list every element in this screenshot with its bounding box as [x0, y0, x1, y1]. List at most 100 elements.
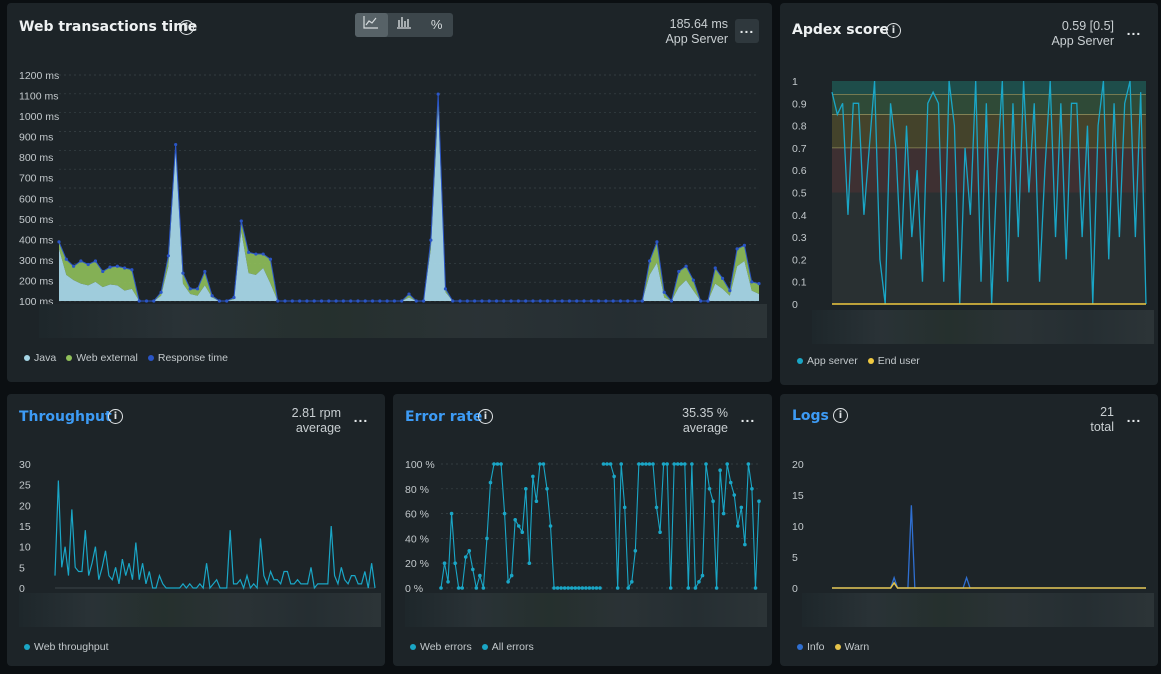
error-point [485, 536, 489, 541]
response-time-point [502, 299, 506, 303]
response-time-point [246, 250, 251, 254]
legend-info[interactable]: Info [797, 641, 825, 653]
time-range-strip[interactable] [39, 304, 767, 338]
percent-icon[interactable]: % [430, 17, 443, 32]
response-time-point [181, 271, 185, 275]
response-time-point [735, 247, 739, 251]
response-time-point [123, 266, 127, 270]
apdex-title[interactable]: Apdex score [792, 22, 889, 38]
legend-all-errors[interactable]: All errors [481, 641, 534, 653]
info-icon[interactable]: i [478, 409, 493, 424]
y-tick-label: 0.2 [792, 254, 807, 266]
java-area [59, 108, 759, 302]
response-time-point [210, 294, 214, 298]
error-point [630, 580, 634, 584]
time-range-strip[interactable] [802, 593, 1154, 627]
error-point [488, 480, 493, 485]
legend-web-external[interactable]: Web external [66, 352, 138, 364]
error-point [633, 549, 638, 553]
legend-end-user[interactable]: End user [867, 355, 920, 367]
response-time-point [516, 299, 520, 303]
error-point [675, 462, 680, 466]
legend-web-errors[interactable]: Web errors [410, 641, 472, 653]
y-tick-label: 0 [792, 299, 798, 311]
y-tick-label: 800 ms [19, 152, 53, 164]
response-time-point [174, 142, 178, 147]
info-icon[interactable]: i [108, 409, 123, 424]
response-time-point [618, 299, 623, 303]
error-point [502, 511, 507, 516]
response-time-point [691, 278, 695, 282]
y-tick-label: 0 % [405, 583, 423, 594]
y-tick-label: 20 % [405, 558, 429, 570]
logs-title[interactable]: Logs [792, 408, 829, 424]
response-time-point [473, 299, 477, 303]
y-tick-label: 400 ms [19, 234, 53, 246]
legend-app-server[interactable]: App server [797, 355, 858, 367]
response-time-point [458, 299, 462, 303]
y-tick-label: 300 ms [19, 255, 53, 267]
error-point [580, 586, 585, 590]
response-time-point [71, 264, 76, 268]
response-time-point [443, 287, 448, 291]
error-point [509, 573, 514, 578]
error-rate-title[interactable]: Error rate [405, 409, 483, 425]
info-icon[interactable]: i [179, 20, 194, 35]
throughput-panel: Throughput i 2.81 rpm average ... 30 25 20… [7, 394, 385, 666]
response-time-point [421, 299, 426, 303]
apdex-band [832, 114, 1146, 148]
response-time-point [79, 259, 83, 263]
summary-subtitle: average [295, 421, 341, 435]
error-point [513, 518, 517, 522]
y-tick-label: 100 % [405, 459, 435, 471]
response-time-point [392, 299, 397, 303]
error-point [439, 586, 443, 590]
error-point [562, 586, 567, 590]
y-tick-label: 0.4 [792, 210, 807, 222]
area-chart-icon[interactable] [355, 13, 388, 37]
legend-java[interactable]: Java [24, 352, 56, 364]
legend-response-time[interactable]: Response time [147, 352, 228, 364]
info-line [832, 505, 1146, 589]
legend-label: Web throughput [34, 641, 109, 653]
response-time-point [290, 299, 294, 303]
y-tick-label: 25 [19, 480, 31, 492]
more-options-button[interactable]: ... [735, 19, 759, 43]
bar-chart-icon[interactable] [388, 13, 421, 37]
response-time-point [436, 92, 440, 96]
response-time-point [64, 257, 68, 261]
logs-chart: 20 15 10 5 0 [792, 459, 1146, 594]
more-options-button[interactable]: ... [1126, 22, 1142, 38]
info-icon[interactable]: i [886, 23, 901, 38]
response-time-point [268, 257, 273, 261]
error-point [569, 586, 574, 590]
more-options-button[interactable]: ... [740, 409, 756, 425]
y-tick-label: 80 % [405, 484, 429, 496]
y-tick-label: 0.3 [792, 232, 807, 244]
legend-warn[interactable]: Warn [834, 641, 869, 653]
chart-legend: App server End user [797, 355, 920, 367]
y-tick-label: 5 [19, 562, 25, 574]
throughput-chart: 30 25 20 15 10 5 0 [19, 459, 376, 594]
web-transactions-title[interactable]: Web transactions time [19, 19, 198, 35]
response-time-point [261, 252, 265, 256]
error-rate-panel: Error rate i 35.35 % average ... 100 % 80… [393, 394, 772, 666]
apdex-panel: Apdex score i 0.59 [0.5] App Server ... … [780, 3, 1158, 385]
legend-web-throughput[interactable]: Web throughput [24, 641, 109, 653]
info-icon[interactable]: i [833, 408, 848, 423]
more-options-button[interactable]: ... [1126, 409, 1142, 425]
response-time-point [130, 268, 134, 272]
error-point [672, 462, 676, 466]
y-tick-label: 30 [19, 459, 31, 471]
time-range-strip[interactable] [405, 593, 767, 627]
response-time-point [662, 290, 666, 294]
response-time-point [108, 265, 112, 269]
response-time-point [567, 299, 572, 303]
error-point [757, 499, 761, 504]
time-range-strip[interactable] [19, 593, 381, 627]
response-time-point [159, 290, 163, 294]
time-range-strip[interactable] [812, 310, 1154, 344]
throughput-title[interactable]: Throughput [19, 409, 112, 425]
more-options-button[interactable]: ... [353, 409, 369, 425]
summary-subtitle: total [1090, 420, 1114, 434]
